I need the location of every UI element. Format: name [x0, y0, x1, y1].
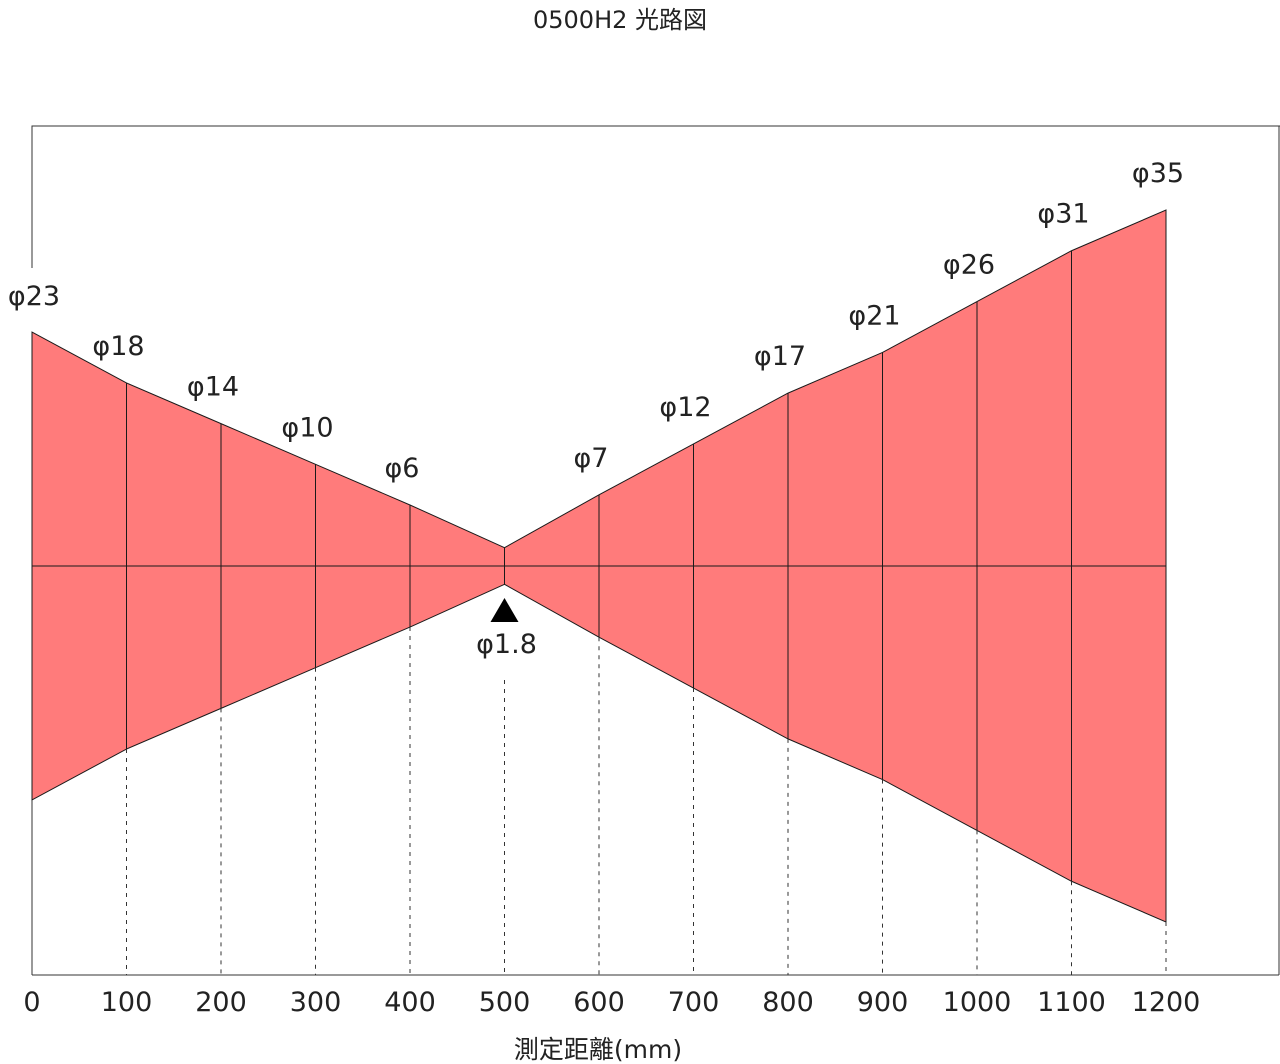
- diameter-label: φ31: [1037, 199, 1089, 230]
- x-tick-label: 1200: [1132, 987, 1201, 1018]
- diameter-label: φ23: [8, 281, 60, 312]
- diameter-label: φ10: [281, 412, 333, 443]
- x-tick-label: 300: [290, 987, 342, 1018]
- diameter-label: φ18: [92, 331, 144, 362]
- x-tick-label: 800: [762, 987, 814, 1018]
- x-tick-label: 700: [668, 987, 720, 1018]
- diameter-label: φ14: [187, 372, 239, 403]
- x-tick-label: 400: [384, 987, 436, 1018]
- plot-area: φ23 φ18 φ14 φ10 φ6 φ1.8 φ7 φ12 φ17 φ21 φ26 φ31 φ35 0 1…: [8, 125, 1280, 1018]
- x-tick-label: 900: [857, 987, 909, 1018]
- chart-frame-top: [31, 125, 1280, 268]
- chart-title: 0500H2 光路図: [533, 6, 707, 34]
- x-tick-label: 500: [479, 987, 531, 1018]
- x-tick-label: 600: [573, 987, 625, 1018]
- x-tick-label: 0: [23, 987, 40, 1018]
- diameter-label: φ12: [659, 392, 711, 423]
- focus-marker-triangle: [490, 598, 519, 622]
- diameter-label: φ17: [754, 341, 806, 372]
- diameter-label: φ26: [943, 250, 995, 281]
- x-axis-label: 測定距離(mm): [514, 1035, 682, 1064]
- x-tick-label: 200: [195, 987, 247, 1018]
- x-tick-label: 1000: [943, 987, 1012, 1018]
- diameter-label: φ6: [385, 453, 420, 484]
- diameter-label: φ35: [1132, 158, 1184, 189]
- x-tick-label: 1100: [1037, 987, 1106, 1018]
- diameter-label: φ1.8: [476, 629, 537, 660]
- x-tick-label: 100: [101, 987, 153, 1018]
- diameter-label: φ21: [848, 300, 900, 331]
- diameter-label: φ7: [574, 443, 609, 474]
